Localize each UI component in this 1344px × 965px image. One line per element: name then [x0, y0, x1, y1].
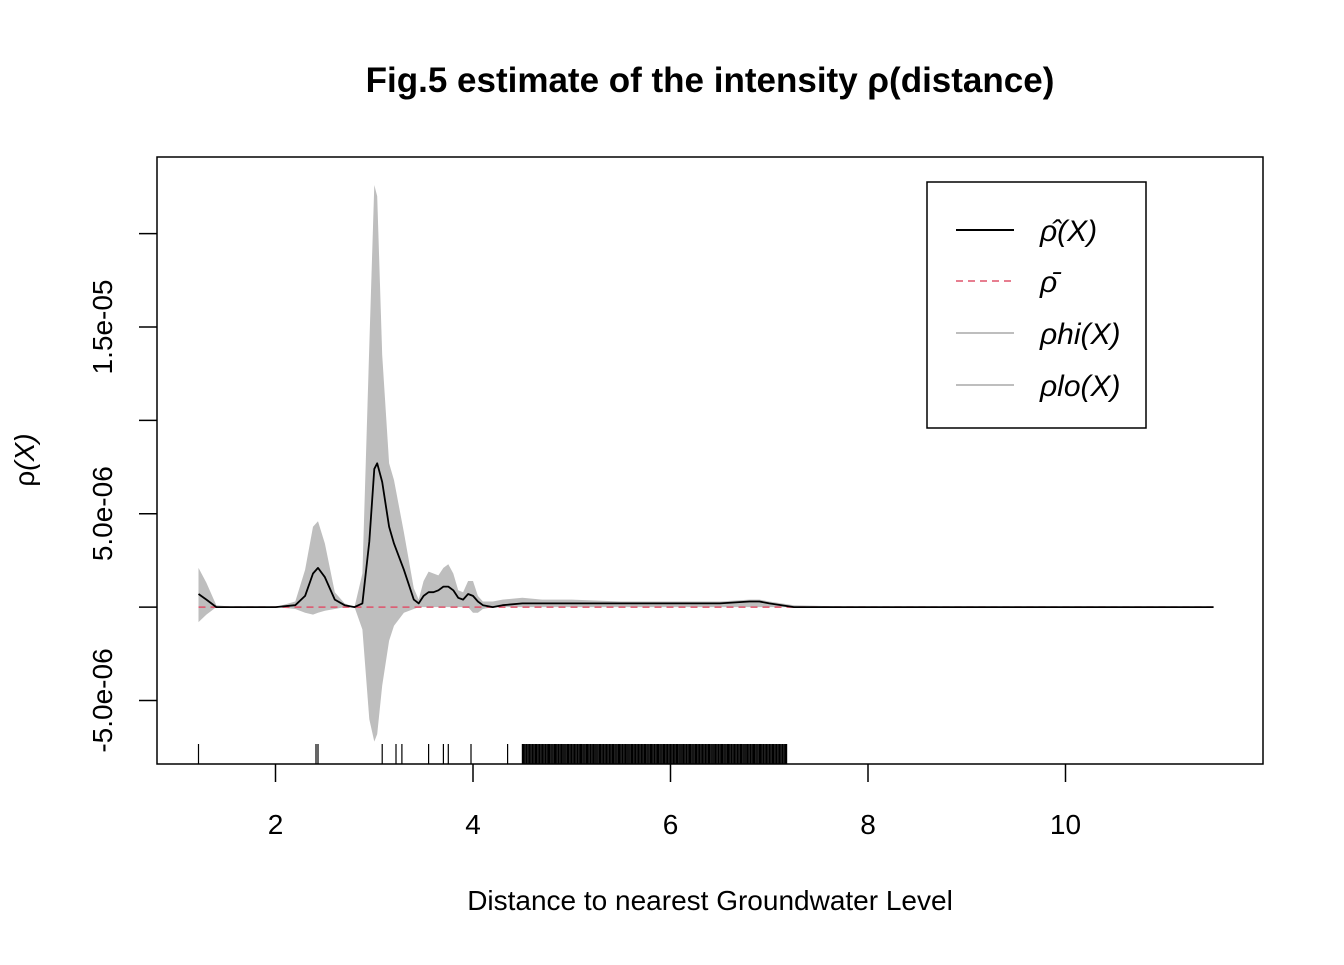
y-axis-label-arg: (X) — [9, 433, 40, 470]
chart-title: Fig.5 estimate of the intensity ρ(distan… — [366, 61, 1055, 100]
y-axis: -5.0e-06 5.0e-06 1.5e-05 — [87, 232, 157, 753]
svg-text:ρ(X): ρ(X) — [9, 433, 40, 486]
rug-layer — [197, 744, 788, 764]
plot-frame — [156, 156, 1264, 765]
y-axis-label-symbol: ρ — [9, 471, 40, 487]
legend-label: ρlo(X) — [1039, 370, 1121, 403]
legend: ρ̂(X) ρ̄ ρhi(X) ρlo(X) — [926, 181, 1147, 429]
y-tick-label: -5.0e-06 — [87, 648, 118, 752]
x-tick-label: 4 — [465, 809, 481, 840]
x-axis: 2 4 6 8 10 — [268, 764, 1081, 840]
legend-label: ρ̂(X) — [1039, 215, 1097, 248]
x-tick-label: 10 — [1050, 809, 1081, 840]
confidence-band-layer — [198, 185, 1214, 742]
y-tick-label: 1.5e-05 — [87, 280, 118, 375]
legend-label: ρ̄ — [1039, 266, 1062, 299]
intensity-estimate-line — [197, 462, 1214, 608]
legend-box — [926, 181, 1147, 429]
confidence-band — [198, 185, 1214, 742]
x-axis-label: Distance to nearest Groundwater Level — [467, 885, 953, 916]
legend-items: ρ̂(X) ρ̄ ρhi(X) ρlo(X) — [956, 215, 1121, 403]
x-tick-label: 6 — [663, 809, 679, 840]
y-axis-label: ρ(X) — [9, 433, 40, 486]
x-tick-label: 2 — [268, 809, 284, 840]
series-layer — [197, 462, 1214, 608]
legend-label: ρhi(X) — [1039, 318, 1121, 351]
y-tick-label: 5.0e-06 — [87, 466, 118, 561]
x-tick-label: 8 — [860, 809, 876, 840]
